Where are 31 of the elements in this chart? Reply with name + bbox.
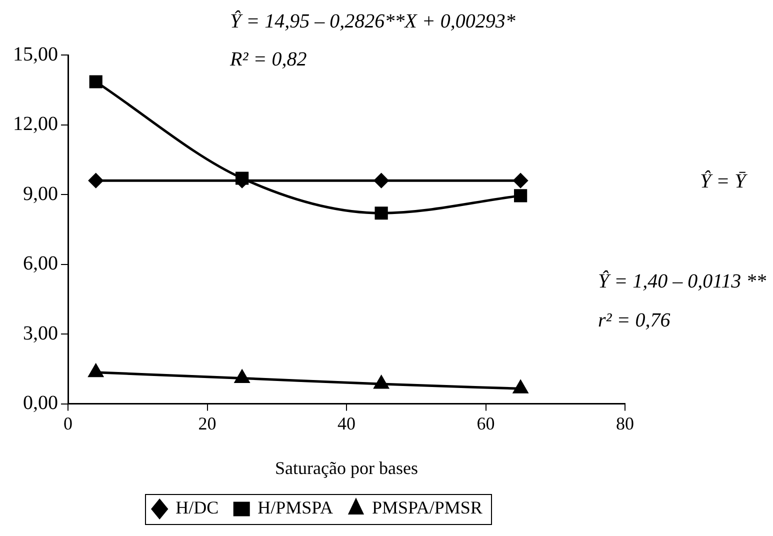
annotation: r² = 0,76 (598, 309, 670, 332)
point (374, 173, 389, 188)
y-tick-label: 6,00 (23, 252, 58, 275)
text: Ŷ = 14,95 – 0,2826**X + 0,00293* (230, 9, 516, 32)
y-tick-label: 12,00 (13, 113, 58, 136)
y-tick-label: 9,00 (23, 182, 58, 205)
point (234, 370, 250, 383)
point (374, 206, 388, 220)
x-tick-label: 0 (64, 413, 72, 434)
text: Ŷ = Ȳ (700, 169, 748, 192)
x-tick-label: 40 (338, 413, 356, 434)
y-tick-label: 3,00 (23, 322, 58, 344)
annotation: R² = 0,82 (229, 48, 307, 70)
legend-label: PMSPA/PMSR (372, 498, 482, 518)
point (89, 75, 102, 88)
point (514, 189, 528, 202)
point (236, 172, 249, 185)
point (374, 376, 389, 389)
x-tick-label: 20 (198, 413, 216, 434)
point (513, 380, 528, 394)
x-axis-title: Saturação por bases (275, 458, 418, 478)
point (88, 173, 104, 188)
annotation: Ŷ = 1,40 – 0,0113 ** (598, 269, 766, 292)
point (513, 173, 528, 188)
y-tick-label: 15,00 (13, 43, 58, 66)
x-tick-label: 60 (476, 413, 495, 434)
legend-label: H/DC (176, 498, 219, 518)
point (88, 364, 104, 378)
y-tick-label: 0,00 (23, 392, 58, 414)
x-tick-label: 80 (616, 413, 634, 434)
legend-label: H/PMSPA (258, 498, 333, 518)
